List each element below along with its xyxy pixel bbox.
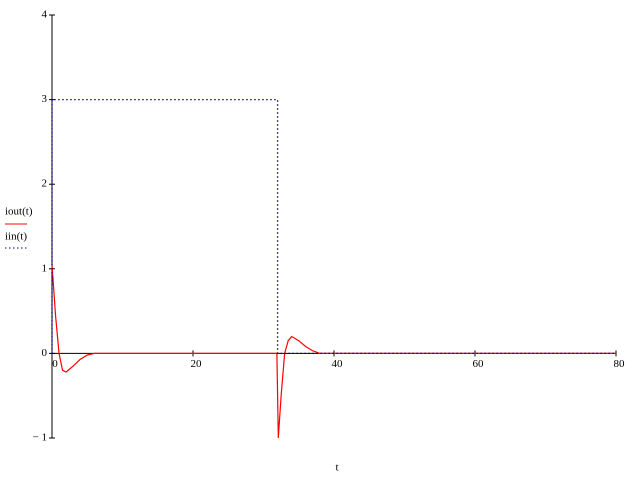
y-tick-label: 4	[42, 9, 48, 21]
legend-label: iin(t)	[5, 231, 27, 243]
x-tick-label: 40	[332, 358, 344, 370]
x-tick-label: 80	[614, 358, 626, 370]
x-tick-label: 20	[191, 358, 203, 370]
y-tick-label: 0	[42, 347, 48, 359]
legend-label: iout(t)	[5, 206, 33, 218]
y-tick-label: − 1	[33, 432, 47, 444]
line-series	[51, 98, 616, 355]
line-series	[51, 264, 616, 439]
x-tick-label: 0	[52, 358, 58, 370]
y-tick-label: 2	[42, 178, 48, 190]
y-tick-label: 1	[42, 262, 48, 274]
x-axis-label: t	[335, 462, 338, 474]
x-tick-label: 60	[473, 358, 485, 370]
y-tick-label: 3	[42, 93, 48, 105]
